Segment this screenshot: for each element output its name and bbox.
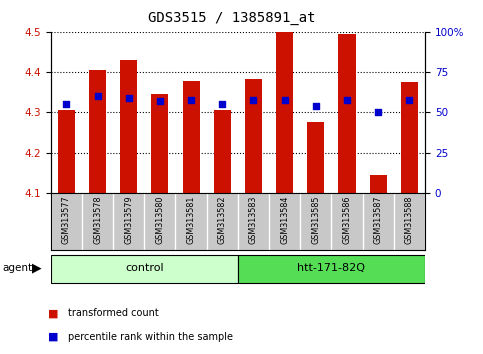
Text: ■: ■ xyxy=(48,308,59,318)
Bar xyxy=(369,175,387,193)
Bar xyxy=(339,34,355,193)
Text: GSM313579: GSM313579 xyxy=(124,195,133,244)
Point xyxy=(125,95,132,101)
Text: ■: ■ xyxy=(48,332,59,342)
Point xyxy=(62,102,70,107)
Point xyxy=(94,93,101,99)
Text: GSM313587: GSM313587 xyxy=(374,195,383,244)
Bar xyxy=(58,110,75,193)
Bar xyxy=(307,122,325,193)
Point xyxy=(218,102,226,107)
Text: percentile rank within the sample: percentile rank within the sample xyxy=(68,332,233,342)
Text: GSM313578: GSM313578 xyxy=(93,195,102,244)
FancyBboxPatch shape xyxy=(238,255,425,283)
Bar xyxy=(89,70,106,193)
Text: GSM313580: GSM313580 xyxy=(156,195,164,244)
Point xyxy=(281,97,288,102)
Text: GSM313581: GSM313581 xyxy=(186,195,196,244)
Bar xyxy=(213,110,231,193)
Bar xyxy=(183,81,199,193)
Point xyxy=(187,97,195,102)
Text: GSM313588: GSM313588 xyxy=(405,195,414,244)
Text: agent: agent xyxy=(2,263,32,273)
FancyBboxPatch shape xyxy=(51,255,238,283)
Text: htt-171-82Q: htt-171-82Q xyxy=(298,263,366,273)
Bar xyxy=(151,94,169,193)
Text: GSM313586: GSM313586 xyxy=(342,195,352,244)
Point xyxy=(374,110,382,115)
Text: transformed count: transformed count xyxy=(68,308,158,318)
Text: GSM313583: GSM313583 xyxy=(249,195,258,244)
Text: ▶: ▶ xyxy=(32,262,42,275)
Bar xyxy=(401,82,418,193)
Text: GDS3515 / 1385891_at: GDS3515 / 1385891_at xyxy=(148,11,315,25)
Bar xyxy=(245,79,262,193)
Text: GSM313585: GSM313585 xyxy=(312,195,320,244)
Text: GSM313584: GSM313584 xyxy=(280,195,289,244)
Point xyxy=(250,97,257,102)
Point xyxy=(343,97,351,102)
Point xyxy=(406,97,413,102)
Bar xyxy=(276,32,293,193)
Point xyxy=(312,103,320,109)
Text: GSM313577: GSM313577 xyxy=(62,195,71,244)
Text: GSM313582: GSM313582 xyxy=(218,195,227,244)
Text: control: control xyxy=(125,263,164,273)
Point xyxy=(156,98,164,104)
Bar xyxy=(120,60,137,193)
